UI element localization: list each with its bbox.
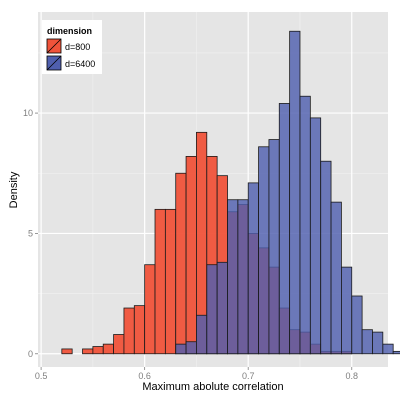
bar-d6400 xyxy=(268,139,280,355)
bar-d6400 xyxy=(175,343,187,355)
legend: dimension d=800 d=6400 xyxy=(42,20,102,74)
bar-d800 xyxy=(113,334,125,355)
y-axis-label: Density xyxy=(8,171,20,208)
y-tick-label: 0 xyxy=(28,349,33,359)
bar-d800 xyxy=(144,264,156,355)
bar-d6400 xyxy=(372,331,384,355)
bar-d800 xyxy=(92,346,104,355)
x-tick-label: 0.7 xyxy=(242,371,255,381)
bar-d800 xyxy=(102,343,114,355)
bar-d6400 xyxy=(237,199,249,355)
legend-entry-d800: d=800 xyxy=(65,42,90,52)
legend-swatch-d800-slash xyxy=(46,38,62,54)
bar-d6400 xyxy=(206,264,218,355)
bar-d6400 xyxy=(227,199,239,355)
axes: 0.5 0.6 0.7 0.8 0 5 10 xyxy=(23,108,358,381)
bar-d6400 xyxy=(341,266,353,355)
bar-d800 xyxy=(175,172,187,355)
bar-d6400 xyxy=(185,341,197,355)
legend-title: dimension xyxy=(47,26,92,36)
bar-d6400 xyxy=(320,160,332,355)
bar-d800 xyxy=(164,208,177,355)
bar-d6400 xyxy=(382,343,394,355)
bar-d6400 xyxy=(258,146,270,355)
bar-d6400 xyxy=(299,95,311,355)
bar-d6400 xyxy=(216,261,228,355)
bar-d800 xyxy=(123,307,135,355)
y-tick-label: 5 xyxy=(28,228,33,238)
bar-d6400 xyxy=(289,30,301,355)
x-axis-label: Maximum abolute correlation xyxy=(142,381,283,393)
x-tick-label: 0.6 xyxy=(138,371,151,381)
bar-d6400 xyxy=(309,117,322,355)
histogram-bars xyxy=(61,30,400,355)
bar-d6400 xyxy=(351,295,363,355)
bar-d6400 xyxy=(247,182,259,355)
bar-d800 xyxy=(154,208,166,355)
x-tick-label: 0.8 xyxy=(345,371,358,381)
legend-swatch-d6400-slash xyxy=(46,55,62,71)
legend-entry-d6400: d=6400 xyxy=(65,59,95,69)
bar-d6400 xyxy=(278,103,291,355)
bar-d800 xyxy=(82,348,94,355)
y-tick-label: 10 xyxy=(23,108,33,118)
bar-d6400 xyxy=(196,314,208,355)
bar-d6400 xyxy=(361,329,373,355)
bar-d6400 xyxy=(330,201,342,355)
bar-d800 xyxy=(185,156,197,355)
bar-d800 xyxy=(61,348,73,355)
bar-d6400 xyxy=(392,350,400,355)
x-tick-label: 0.5 xyxy=(35,371,48,381)
bar-d800 xyxy=(133,305,146,355)
